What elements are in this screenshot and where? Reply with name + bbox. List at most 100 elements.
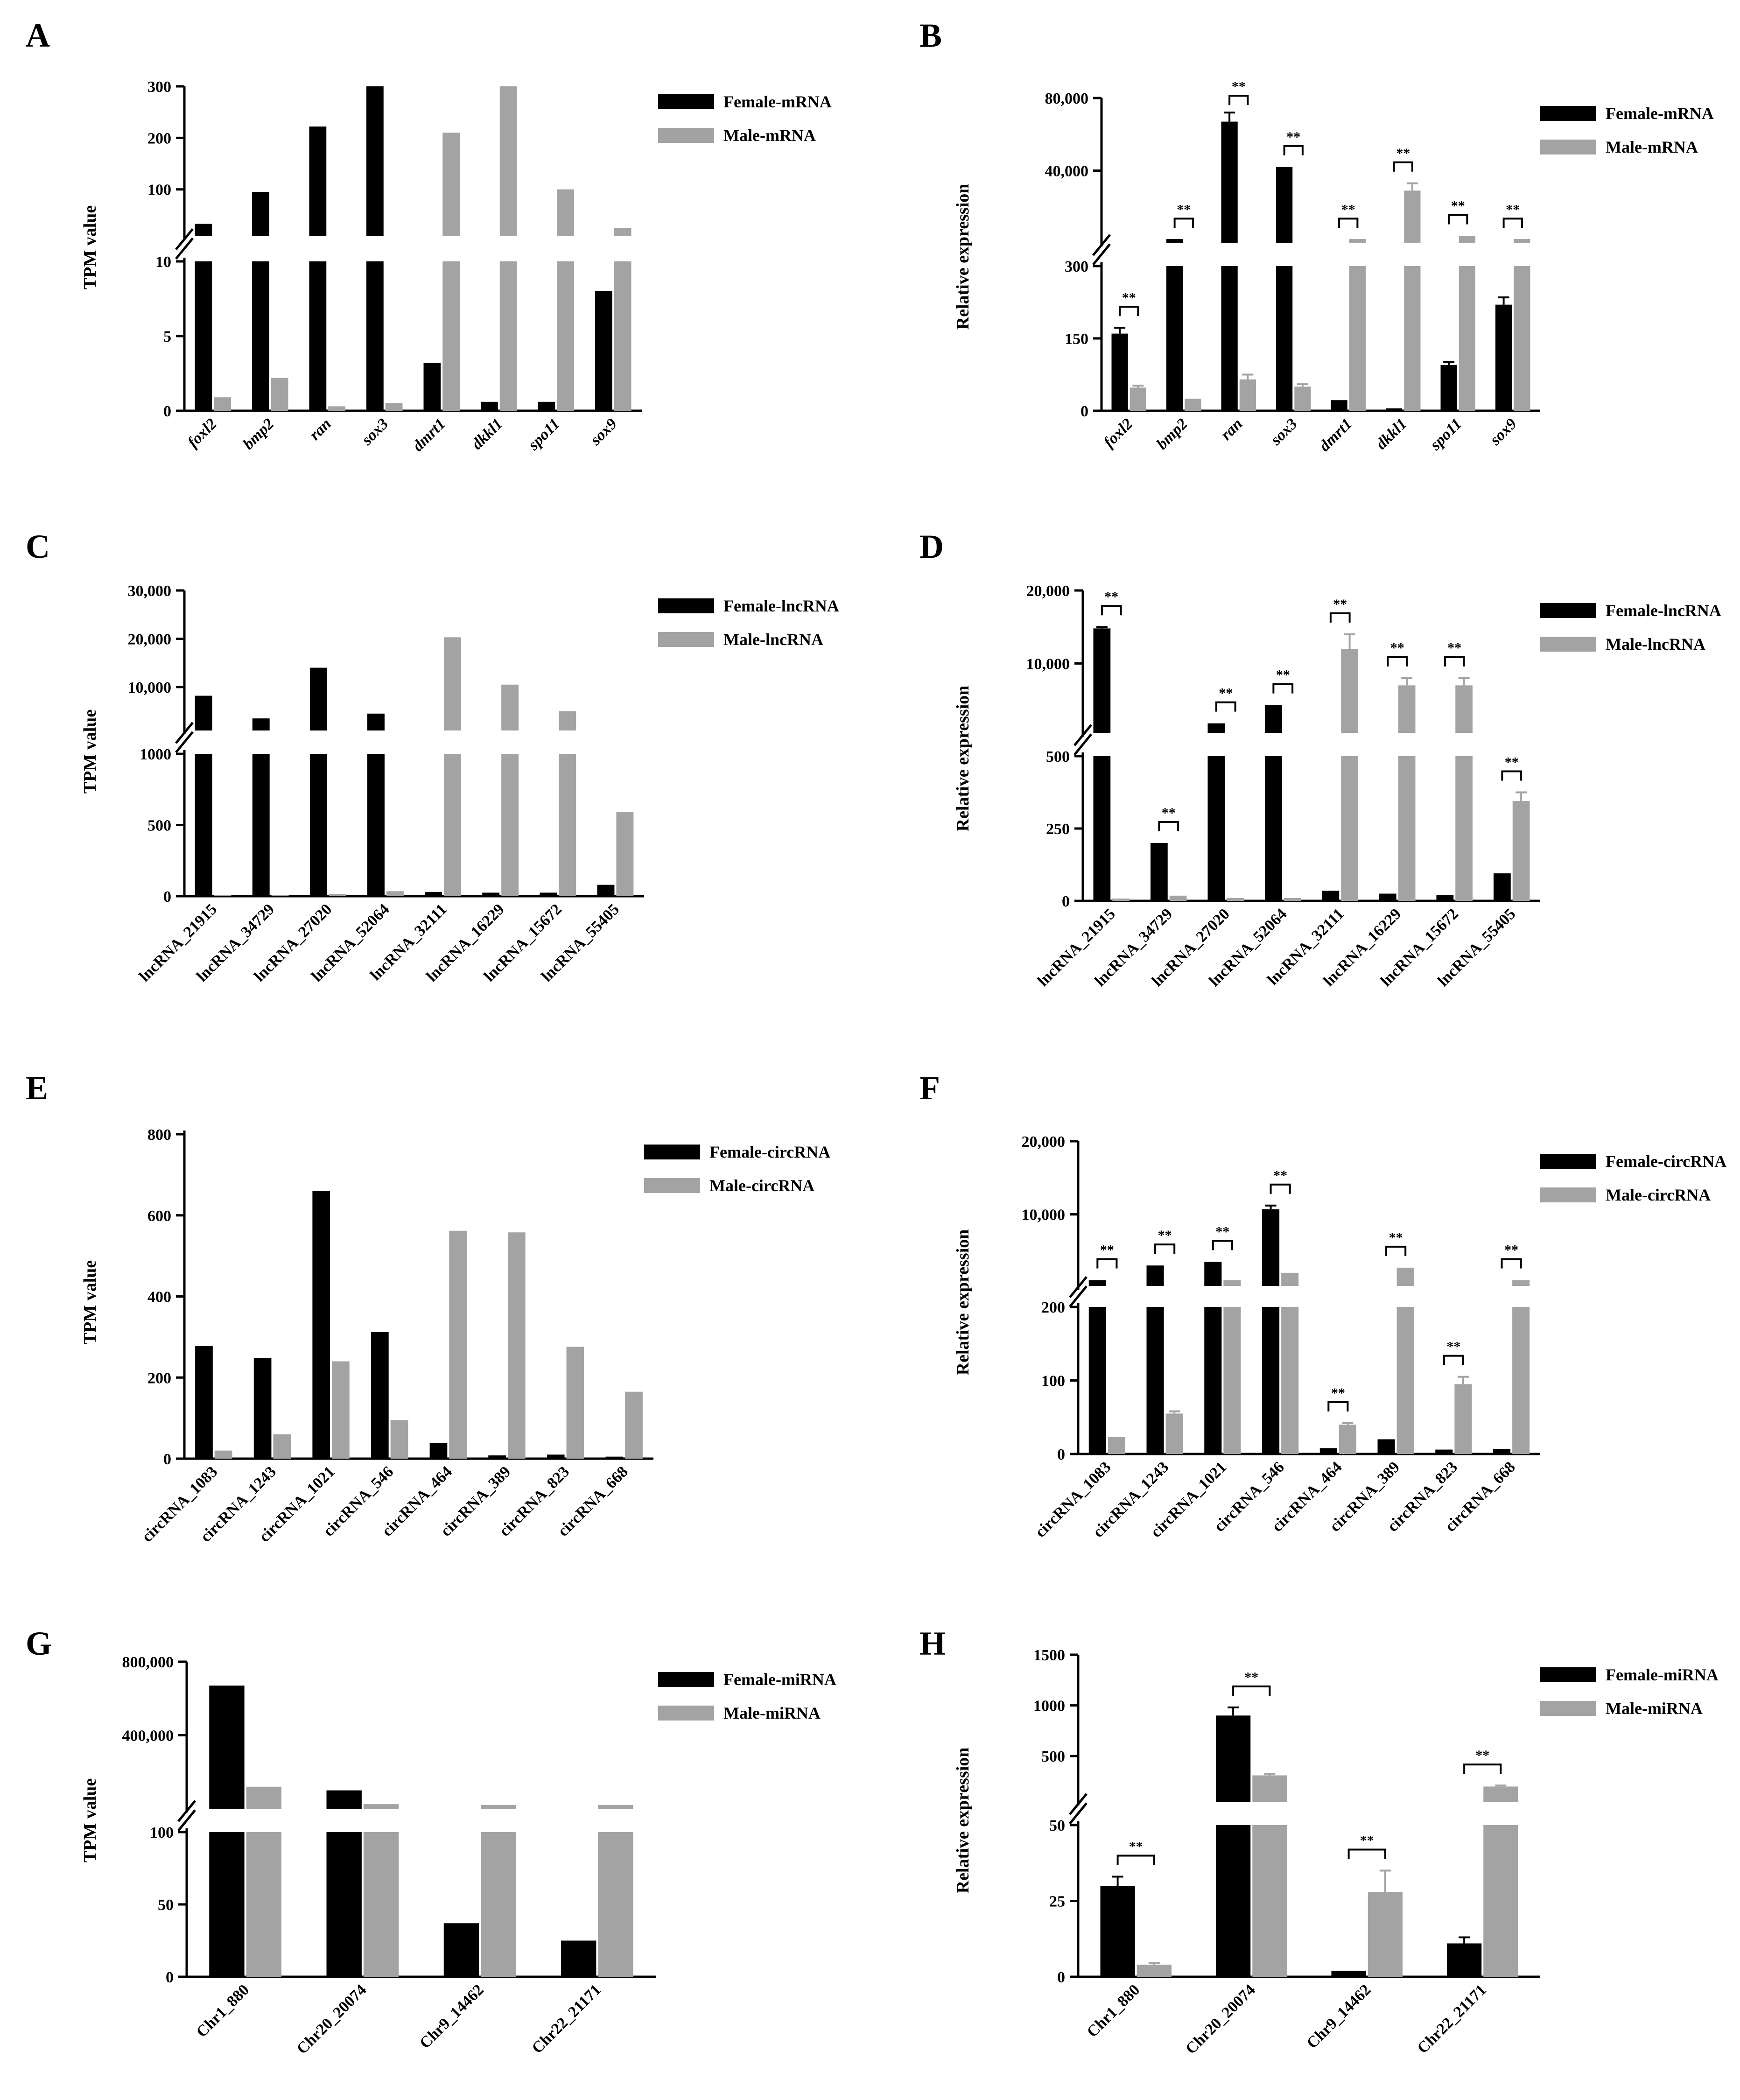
category-label: sox3 [1267, 415, 1301, 449]
y-tick-label: 600 [147, 1208, 171, 1225]
panel-letter: G [26, 1625, 52, 1662]
significance-bracket [1212, 1240, 1233, 1250]
bar-male [598, 1832, 633, 1977]
significance-label: ** [1390, 640, 1404, 656]
significance-bracket [1329, 612, 1351, 623]
bar-male-upper [1341, 649, 1358, 733]
y-tick-label: 500 [1041, 1748, 1065, 1765]
bar-female [482, 892, 500, 896]
bar-male-upper [1223, 1280, 1241, 1286]
legend-swatch-female [658, 1672, 714, 1687]
bar-female [481, 401, 498, 411]
y-tick-label: 20,000 [128, 631, 172, 648]
category-label: Chr20_20074 [294, 1981, 370, 2058]
legend-swatch-male [1540, 140, 1596, 155]
category-label: sox3 [358, 415, 392, 449]
bar-female [1436, 895, 1454, 901]
bar-male [1404, 266, 1421, 411]
significance-label: ** [1447, 640, 1461, 656]
significance-bracket [1272, 683, 1294, 694]
panel-g: G 0 50 100 400,000 800,000 TPM value Chr1_880 Ch… [26, 1625, 836, 2058]
legend-label: Female-miRNA [1606, 1665, 1719, 1684]
bar-male [1455, 756, 1473, 901]
bar-male [499, 261, 517, 411]
bar-female [1262, 1307, 1280, 1454]
bar-female-upper [252, 718, 270, 730]
legend-swatch-female [1540, 1154, 1596, 1169]
bar-female [1166, 266, 1183, 411]
significance-bracket [1119, 306, 1139, 316]
significance-label: ** [1446, 1339, 1460, 1355]
legend-label: Male-miRNA [1606, 1699, 1703, 1718]
bar-female-upper [1166, 239, 1183, 243]
axis-break-mark [1092, 243, 1111, 266]
bar-male [566, 1347, 584, 1459]
significance-label: ** [1276, 667, 1290, 683]
panel-b: B 0 150 300 40,000 80,000 Relative expression *… [919, 17, 1714, 455]
significance-label: ** [1129, 1839, 1143, 1854]
legend-label: Female-circRNA [709, 1143, 830, 1161]
significance-bracket [1444, 656, 1465, 667]
y-tick-label: 40,000 [1045, 163, 1089, 180]
category-label: dmrt1 [409, 415, 449, 455]
legend-label: Male-miRNA [723, 1704, 821, 1722]
panel-d: D 0 250 500 10,000 20,000 Relative expression *… [919, 528, 1721, 990]
y-tick-label: 50 [158, 1896, 174, 1914]
bar-male [1339, 1425, 1356, 1454]
bar-female-upper [1093, 628, 1111, 733]
significance-label: ** [1331, 1385, 1345, 1401]
legend-swatch-male [1540, 1187, 1596, 1202]
axis-break-mark [1069, 1276, 1088, 1299]
y-tick-label: 0 [163, 403, 171, 420]
bar-male-upper [1349, 239, 1366, 243]
bar-female-upper [366, 86, 384, 236]
panel-letter: C [26, 528, 50, 565]
bar-male [1341, 756, 1358, 901]
bar-female-upper [309, 126, 327, 236]
bar-female [561, 1940, 596, 1977]
bar-female-upper [252, 192, 269, 236]
significance-label: ** [1104, 589, 1118, 604]
significance-bracket [1443, 1355, 1464, 1365]
bar-male-upper [481, 1805, 516, 1809]
axis-break-mark [1073, 733, 1092, 756]
significance-bracket [1393, 161, 1413, 172]
y-tick-label: 30,000 [128, 583, 172, 600]
bar-male [1169, 895, 1187, 901]
legend-label: Male-circRNA [1606, 1186, 1711, 1204]
bar-male-upper [1252, 1775, 1287, 1802]
y-tick-label: 5 [163, 328, 171, 345]
bar-female [1379, 893, 1396, 901]
y-tick-label: 10,000 [128, 679, 172, 696]
bar-female-upper [309, 667, 327, 730]
bar-female-upper [1262, 1209, 1280, 1286]
bar-male-upper [598, 1805, 633, 1809]
bar-male [1368, 1892, 1403, 1977]
category-label: Chr20_20074 [1182, 1981, 1259, 2058]
bar-male [1284, 898, 1301, 901]
bar-male [1165, 1413, 1183, 1454]
bar-female [1495, 304, 1512, 411]
category-label: dkkl1 [1373, 415, 1410, 453]
bar-male [1514, 266, 1530, 411]
significance-label: ** [1360, 1833, 1374, 1848]
category-label: Chr22_21171 [1414, 1981, 1489, 2057]
y-tick-label: 80,000 [1045, 90, 1089, 107]
bar-female [429, 1443, 448, 1459]
bar-female [366, 261, 384, 411]
bar-female [488, 1455, 506, 1459]
significance-bracket [1173, 218, 1194, 228]
bar-male [390, 1420, 408, 1459]
bar-female-upper [1265, 705, 1282, 733]
panel-letter: H [919, 1625, 946, 1662]
bar-male [501, 754, 519, 896]
y-tick-label: 400,000 [122, 1728, 174, 1745]
y-axis-label: Relative expression [953, 1748, 973, 1894]
significance-bracket [1232, 1685, 1271, 1696]
bar-female [1146, 1307, 1164, 1454]
bar-female-upper [1207, 723, 1225, 733]
legend-swatch-male [658, 1706, 714, 1721]
category-label: dkkl1 [468, 415, 506, 453]
